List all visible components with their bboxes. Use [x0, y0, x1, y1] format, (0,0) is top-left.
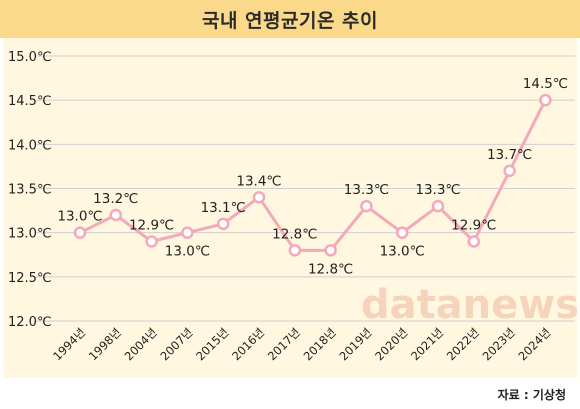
x-tick-label: 2019년: [336, 325, 374, 363]
data-label-layer: 13.0℃ 13.2℃ 12.9℃ 13.0℃ 13.1℃ 13.4℃ 12.8℃ 12.8℃…: [57, 76, 568, 277]
data-label: 13.0℃: [57, 209, 102, 225]
x-tick-label: 2021년: [408, 325, 446, 363]
data-point: [145, 235, 158, 248]
y-tick-label: 15.0℃: [8, 50, 52, 65]
data-point: [73, 226, 87, 239]
x-tick-label: 2023년: [480, 325, 518, 363]
data-label: 12.8℃: [272, 226, 317, 242]
data-point: [539, 93, 552, 107]
marker-layer: [73, 93, 552, 257]
data-label: 13.3℃: [415, 182, 460, 198]
y-tick-label: 12.5℃: [8, 271, 52, 286]
x-tick-label: 2018년: [301, 325, 339, 363]
x-tick-label: 2017년: [265, 325, 303, 363]
grid-layer: [36, 55, 575, 322]
x-axis-ticks: 1994년1998년2004년2007년2015년2016년2017년2018년…: [50, 325, 553, 363]
y-tick-label: 14.0℃: [8, 138, 52, 153]
data-point: [181, 226, 194, 239]
x-tick-label: 2024년: [515, 325, 553, 363]
data-point: [395, 226, 409, 239]
x-tick-label: 1998년: [86, 325, 124, 363]
y-axis-ticks: 12.0℃ 12.5℃ 13.0℃ 13.5℃ 14.0℃ 14.5℃ 15.0℃: [8, 50, 52, 330]
chart-title-bar: 국내 연평균기온 추이: [0, 0, 580, 38]
data-point: [252, 191, 266, 204]
chart-title: 국내 연평균기온 추이: [201, 9, 379, 32]
data-point: [324, 244, 337, 257]
data-point: [360, 199, 373, 213]
data-point: [109, 208, 123, 222]
source-note: 자료 : 기상청: [497, 388, 566, 402]
data-point: [467, 235, 481, 248]
data-point: [288, 244, 302, 257]
data-label: 12.8℃: [308, 261, 353, 277]
data-point: [503, 164, 516, 178]
x-tick-label: 2007년: [157, 325, 195, 363]
data-label: 13.0℃: [380, 244, 425, 260]
x-tick-label: 2004년: [122, 325, 160, 363]
data-point: [431, 199, 445, 213]
y-tick-label: 14.5℃: [8, 94, 52, 109]
data-label: 13.1℃: [201, 200, 246, 216]
data-point: [216, 217, 230, 231]
data-label: 13.0℃: [165, 244, 210, 260]
watermark-logo: datanews: [361, 282, 579, 328]
data-label: 13.4℃: [236, 173, 281, 189]
data-label: 12.9℃: [129, 218, 174, 234]
x-tick-label: 2015년: [193, 325, 231, 363]
data-label: 13.3℃: [344, 182, 389, 198]
y-tick-label: 13.5℃: [8, 183, 52, 198]
x-tick-label: 2022년: [444, 325, 482, 363]
data-label: 13.7℃: [487, 147, 532, 163]
data-label: 13.2℃: [93, 191, 138, 207]
x-tick-label: 2020년: [372, 325, 410, 363]
x-tick-label: 2016년: [229, 325, 267, 363]
x-tick-label: 1994년: [50, 325, 88, 363]
y-tick-label: 13.0℃: [8, 227, 52, 242]
y-tick-label: 12.0℃: [8, 315, 52, 330]
data-label: 14.5℃: [523, 76, 568, 92]
data-label: 12.9℃: [451, 218, 496, 234]
